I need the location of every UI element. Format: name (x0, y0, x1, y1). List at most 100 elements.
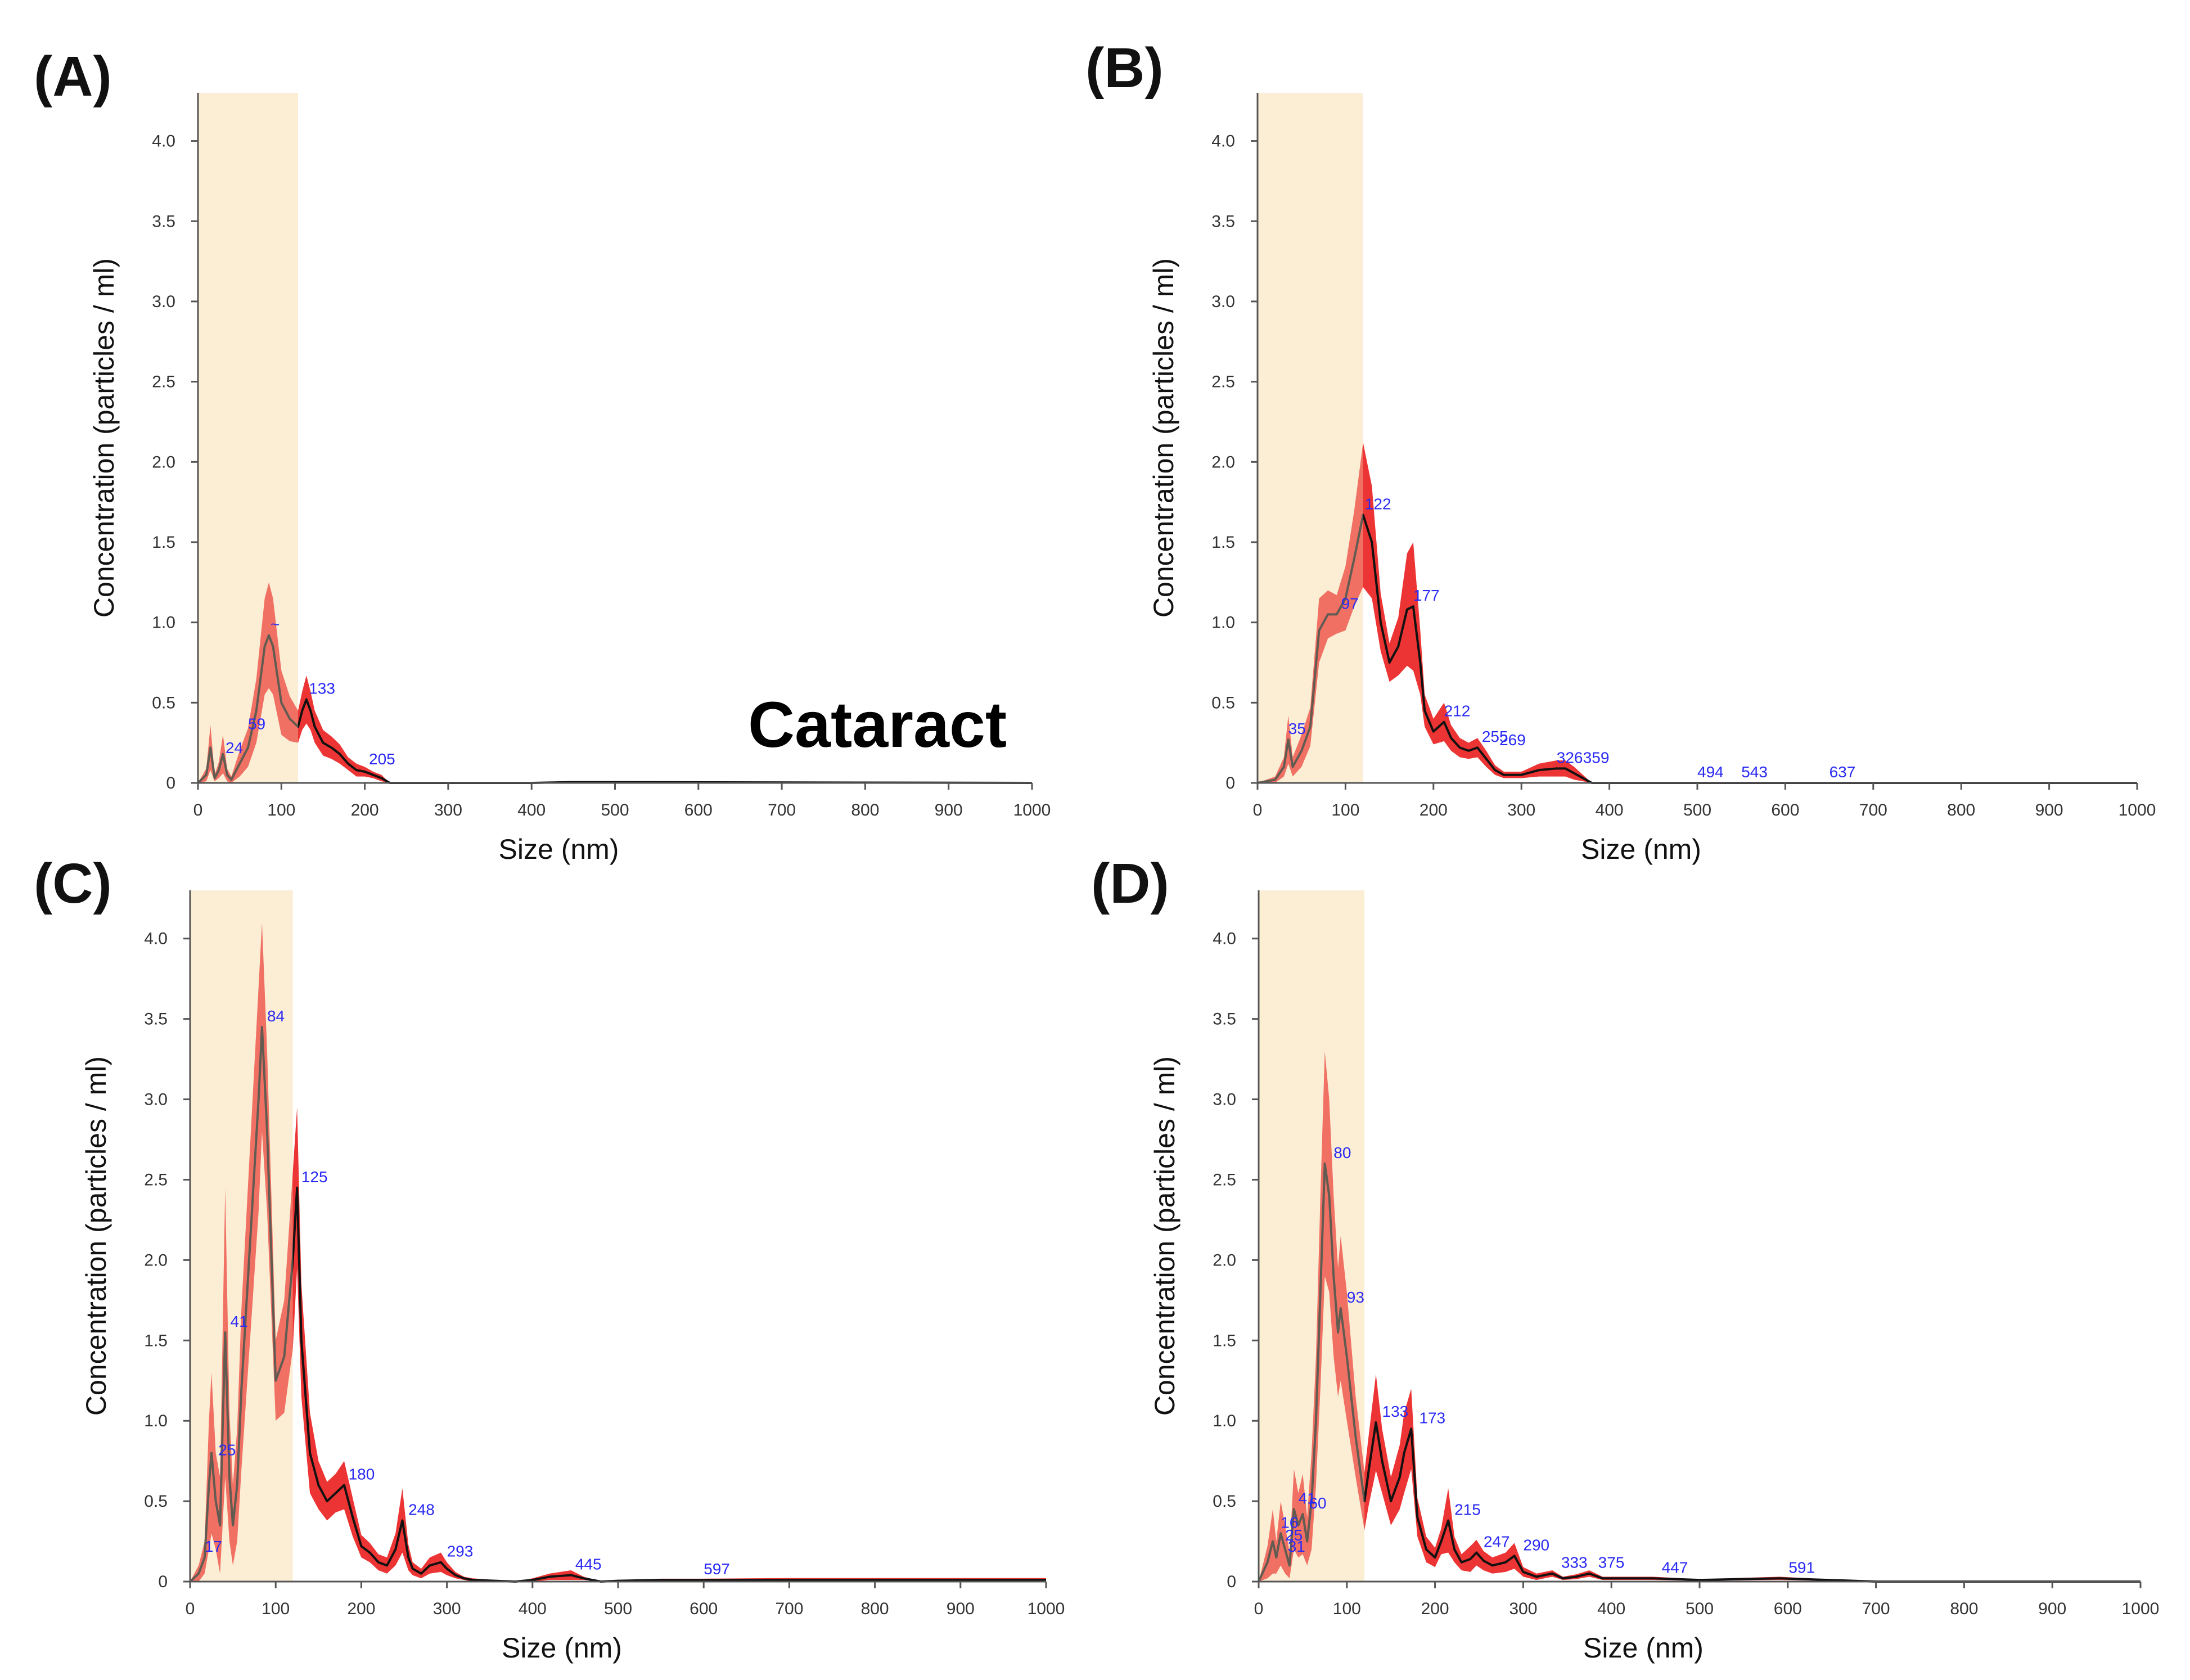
peak-label: 326 (1557, 749, 1583, 766)
panel-label: (C) (34, 852, 112, 915)
x-tick-label: 800 (1947, 801, 1975, 819)
peak-label: 180 (349, 1466, 375, 1483)
x-tick-label: 0 (1253, 801, 1263, 819)
x-tick-label: 800 (1950, 1600, 1978, 1618)
y-tick-label: 4.0 (1213, 930, 1236, 948)
x-tick-label: 500 (604, 1600, 632, 1618)
x-tick-label: 0 (186, 1600, 195, 1618)
x-tick-label: 300 (1509, 1600, 1537, 1618)
y-tick-label: 1.0 (1213, 1412, 1236, 1430)
y-tick-label: 0 (1227, 1573, 1236, 1591)
x-tick-label: 0 (1254, 1600, 1264, 1618)
mean-line (197, 634, 1033, 784)
x-tick-label: 100 (262, 1600, 290, 1618)
y-tick-label: 3.0 (152, 292, 175, 311)
peak-label: 269 (1499, 731, 1526, 749)
x-axis-title: Size (nm) (502, 1632, 622, 1664)
peak-label: 255 (1482, 728, 1508, 745)
y-tick-label: 2.5 (144, 1170, 168, 1189)
x-tick-label: 900 (2035, 801, 2063, 819)
peak-label: 60 (1309, 1494, 1326, 1512)
y-axis-title: Concentration (particles / ml) (88, 258, 120, 618)
x-tick-label: 200 (1420, 801, 1448, 819)
peak-label: 447 (1662, 1559, 1688, 1576)
x-tick-label: 1000 (2119, 801, 2156, 819)
x-tick-label: 1000 (1013, 801, 1051, 819)
x-tick-label: 700 (1859, 801, 1887, 819)
peak-label: 445 (575, 1556, 602, 1573)
x-tick-label: 900 (2038, 1600, 2066, 1618)
peak-label: ~ (271, 615, 280, 633)
peak-label: 173 (1419, 1409, 1445, 1426)
x-tick-label: 100 (267, 801, 295, 819)
peak-label: 591 (1788, 1559, 1815, 1576)
highlight-overlay (1258, 93, 1363, 783)
y-tick-label: 0.5 (1213, 1492, 1236, 1511)
peak-label: 215 (1454, 1501, 1481, 1518)
x-tick-label: 500 (601, 801, 629, 819)
panel-label: (B) (1085, 37, 1164, 100)
peak-label: 205 (369, 750, 395, 768)
peak-label: 133 (309, 680, 335, 697)
y-tick-label: 1.5 (1211, 533, 1235, 552)
x-axis-title: Size (nm) (1583, 1632, 1704, 1664)
y-tick-label: 3.5 (152, 212, 175, 231)
y-tick-label: 0.5 (144, 1492, 168, 1511)
y-tick-label: 1.5 (1213, 1331, 1236, 1350)
x-tick-label: 600 (1774, 1600, 1802, 1618)
x-tick-label: 1000 (1028, 1600, 1065, 1618)
peak-label: 133 (1382, 1403, 1409, 1420)
peak-label: 247 (1484, 1533, 1510, 1551)
y-tick-label: 2.5 (1213, 1170, 1236, 1189)
peak-label: 35 (1288, 720, 1306, 737)
y-tick-label: 4.0 (144, 930, 168, 948)
peak-label: 41 (1299, 1489, 1316, 1507)
x-tick-label: 100 (1333, 1600, 1361, 1618)
peak-label: 543 (1741, 763, 1768, 781)
peak-label: 494 (1697, 763, 1724, 781)
x-tick-label: 200 (351, 801, 379, 819)
peak-label: 97 (1341, 594, 1359, 612)
highlight-region (198, 93, 298, 783)
x-tick-label: 600 (1771, 801, 1799, 819)
x-tick-label: 400 (1596, 801, 1624, 819)
x-tick-label: 100 (1331, 801, 1359, 819)
highlight-region (1258, 93, 1363, 783)
peak-label: 25 (218, 1442, 236, 1459)
y-tick-label: 0.5 (152, 693, 175, 712)
highlight-overlay (190, 890, 293, 1582)
y-tick-label: 0 (166, 774, 175, 792)
y-tick-label: 2.0 (152, 453, 175, 471)
x-tick-label: 400 (517, 801, 546, 819)
peak-label: 31 (1288, 1538, 1305, 1555)
y-tick-label: 1.5 (144, 1331, 168, 1350)
y-tick-label: 3.5 (1213, 1010, 1236, 1029)
mean-line (1258, 1162, 2141, 1583)
peak-label: 80 (1333, 1144, 1351, 1161)
x-tick-label: 300 (1507, 801, 1535, 819)
y-tick-label: 3.0 (1211, 292, 1235, 311)
x-tick-label: 700 (775, 1600, 803, 1618)
highlight-overlay (1259, 890, 1365, 1582)
peak-label: 359 (1583, 749, 1610, 766)
y-tick-label: 3.0 (1213, 1091, 1236, 1109)
y-tick-label: 2.0 (1211, 453, 1235, 471)
y-tick-label: 0.5 (1211, 693, 1235, 712)
x-axis-title: Size (nm) (1581, 834, 1701, 865)
x-tick-label: 400 (1597, 1600, 1625, 1618)
y-tick-label: 1.5 (152, 533, 175, 552)
x-tick-label: 700 (1862, 1600, 1890, 1618)
peak-label: 59 (248, 715, 265, 732)
peak-label: 177 (1413, 587, 1440, 604)
peak-label: 248 (408, 1501, 435, 1518)
y-axis-title: Concentration (particles / ml) (80, 1056, 112, 1416)
x-tick-label: 200 (347, 1600, 375, 1618)
x-tick-label: 0 (193, 801, 203, 819)
peak-label: 93 (1347, 1289, 1364, 1306)
x-tick-label: 400 (519, 1600, 547, 1618)
x-axis-title: Size (nm) (499, 834, 619, 865)
x-tick-label: 800 (861, 1600, 889, 1618)
panel-c: (C) 0 100 200 300 400 500 600 700 800 900 1000 0 0.5 1… (34, 852, 1065, 1664)
x-tick-label: 500 (1683, 801, 1711, 819)
